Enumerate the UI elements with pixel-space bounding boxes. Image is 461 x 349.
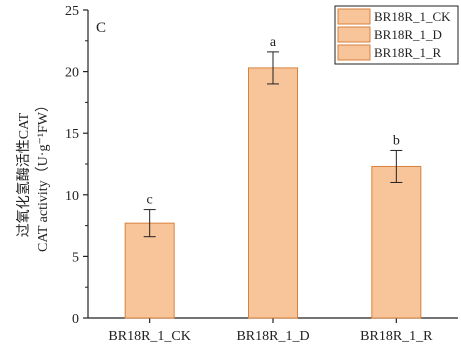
- bars: c a b: [124, 35, 422, 319]
- x-tick-label: BR18R_1_R: [360, 329, 433, 344]
- significance-letter-BR18R_1_R: b: [393, 133, 400, 148]
- y-tick-label: 10: [65, 189, 79, 204]
- axes: 0 5 10 15 20 25 BR18R_1_CK BR18R_1_D BR18R_1_R: [65, 4, 458, 344]
- y-tick-label: 5: [72, 250, 79, 265]
- panel-label: C: [96, 20, 106, 36]
- y-tick-label: 25: [65, 4, 79, 19]
- legend-label: BR18R_1_CK: [374, 9, 451, 24]
- y-axis-label-line1: 过氧化氢酶活性CAT: [16, 112, 32, 237]
- significance-letter-BR18R_1_D: a: [270, 35, 277, 50]
- bar-BR18R_1_CK: [124, 222, 175, 319]
- y-tick-label: 15: [65, 127, 79, 142]
- legend-label: BR18R_1_R: [374, 45, 442, 60]
- x-tick-label: BR18R_1_CK: [108, 329, 190, 344]
- legend-label: BR18R_1_D: [374, 27, 442, 42]
- y-tick-label: 20: [65, 66, 79, 81]
- y-axis-label-line2: CAT activity（U·g⁻¹FW）: [35, 98, 51, 252]
- y-tick-label: 0: [72, 312, 79, 327]
- x-tick-label: BR18R_1_D: [236, 329, 309, 344]
- bar-BR18R_1_D: [248, 67, 298, 319]
- legend-swatch: [337, 26, 371, 43]
- significance-letter-BR18R_1_CK: c: [147, 193, 153, 208]
- legend: BR18R_1_CK BR18R_1_D BR18R_1_R: [334, 5, 459, 65]
- legend-swatch: [337, 8, 371, 25]
- bar-BR18R_1_R: [371, 165, 422, 319]
- legend-swatch: [337, 44, 371, 61]
